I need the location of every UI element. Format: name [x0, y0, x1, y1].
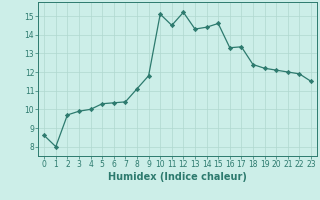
X-axis label: Humidex (Indice chaleur): Humidex (Indice chaleur) [108, 172, 247, 182]
